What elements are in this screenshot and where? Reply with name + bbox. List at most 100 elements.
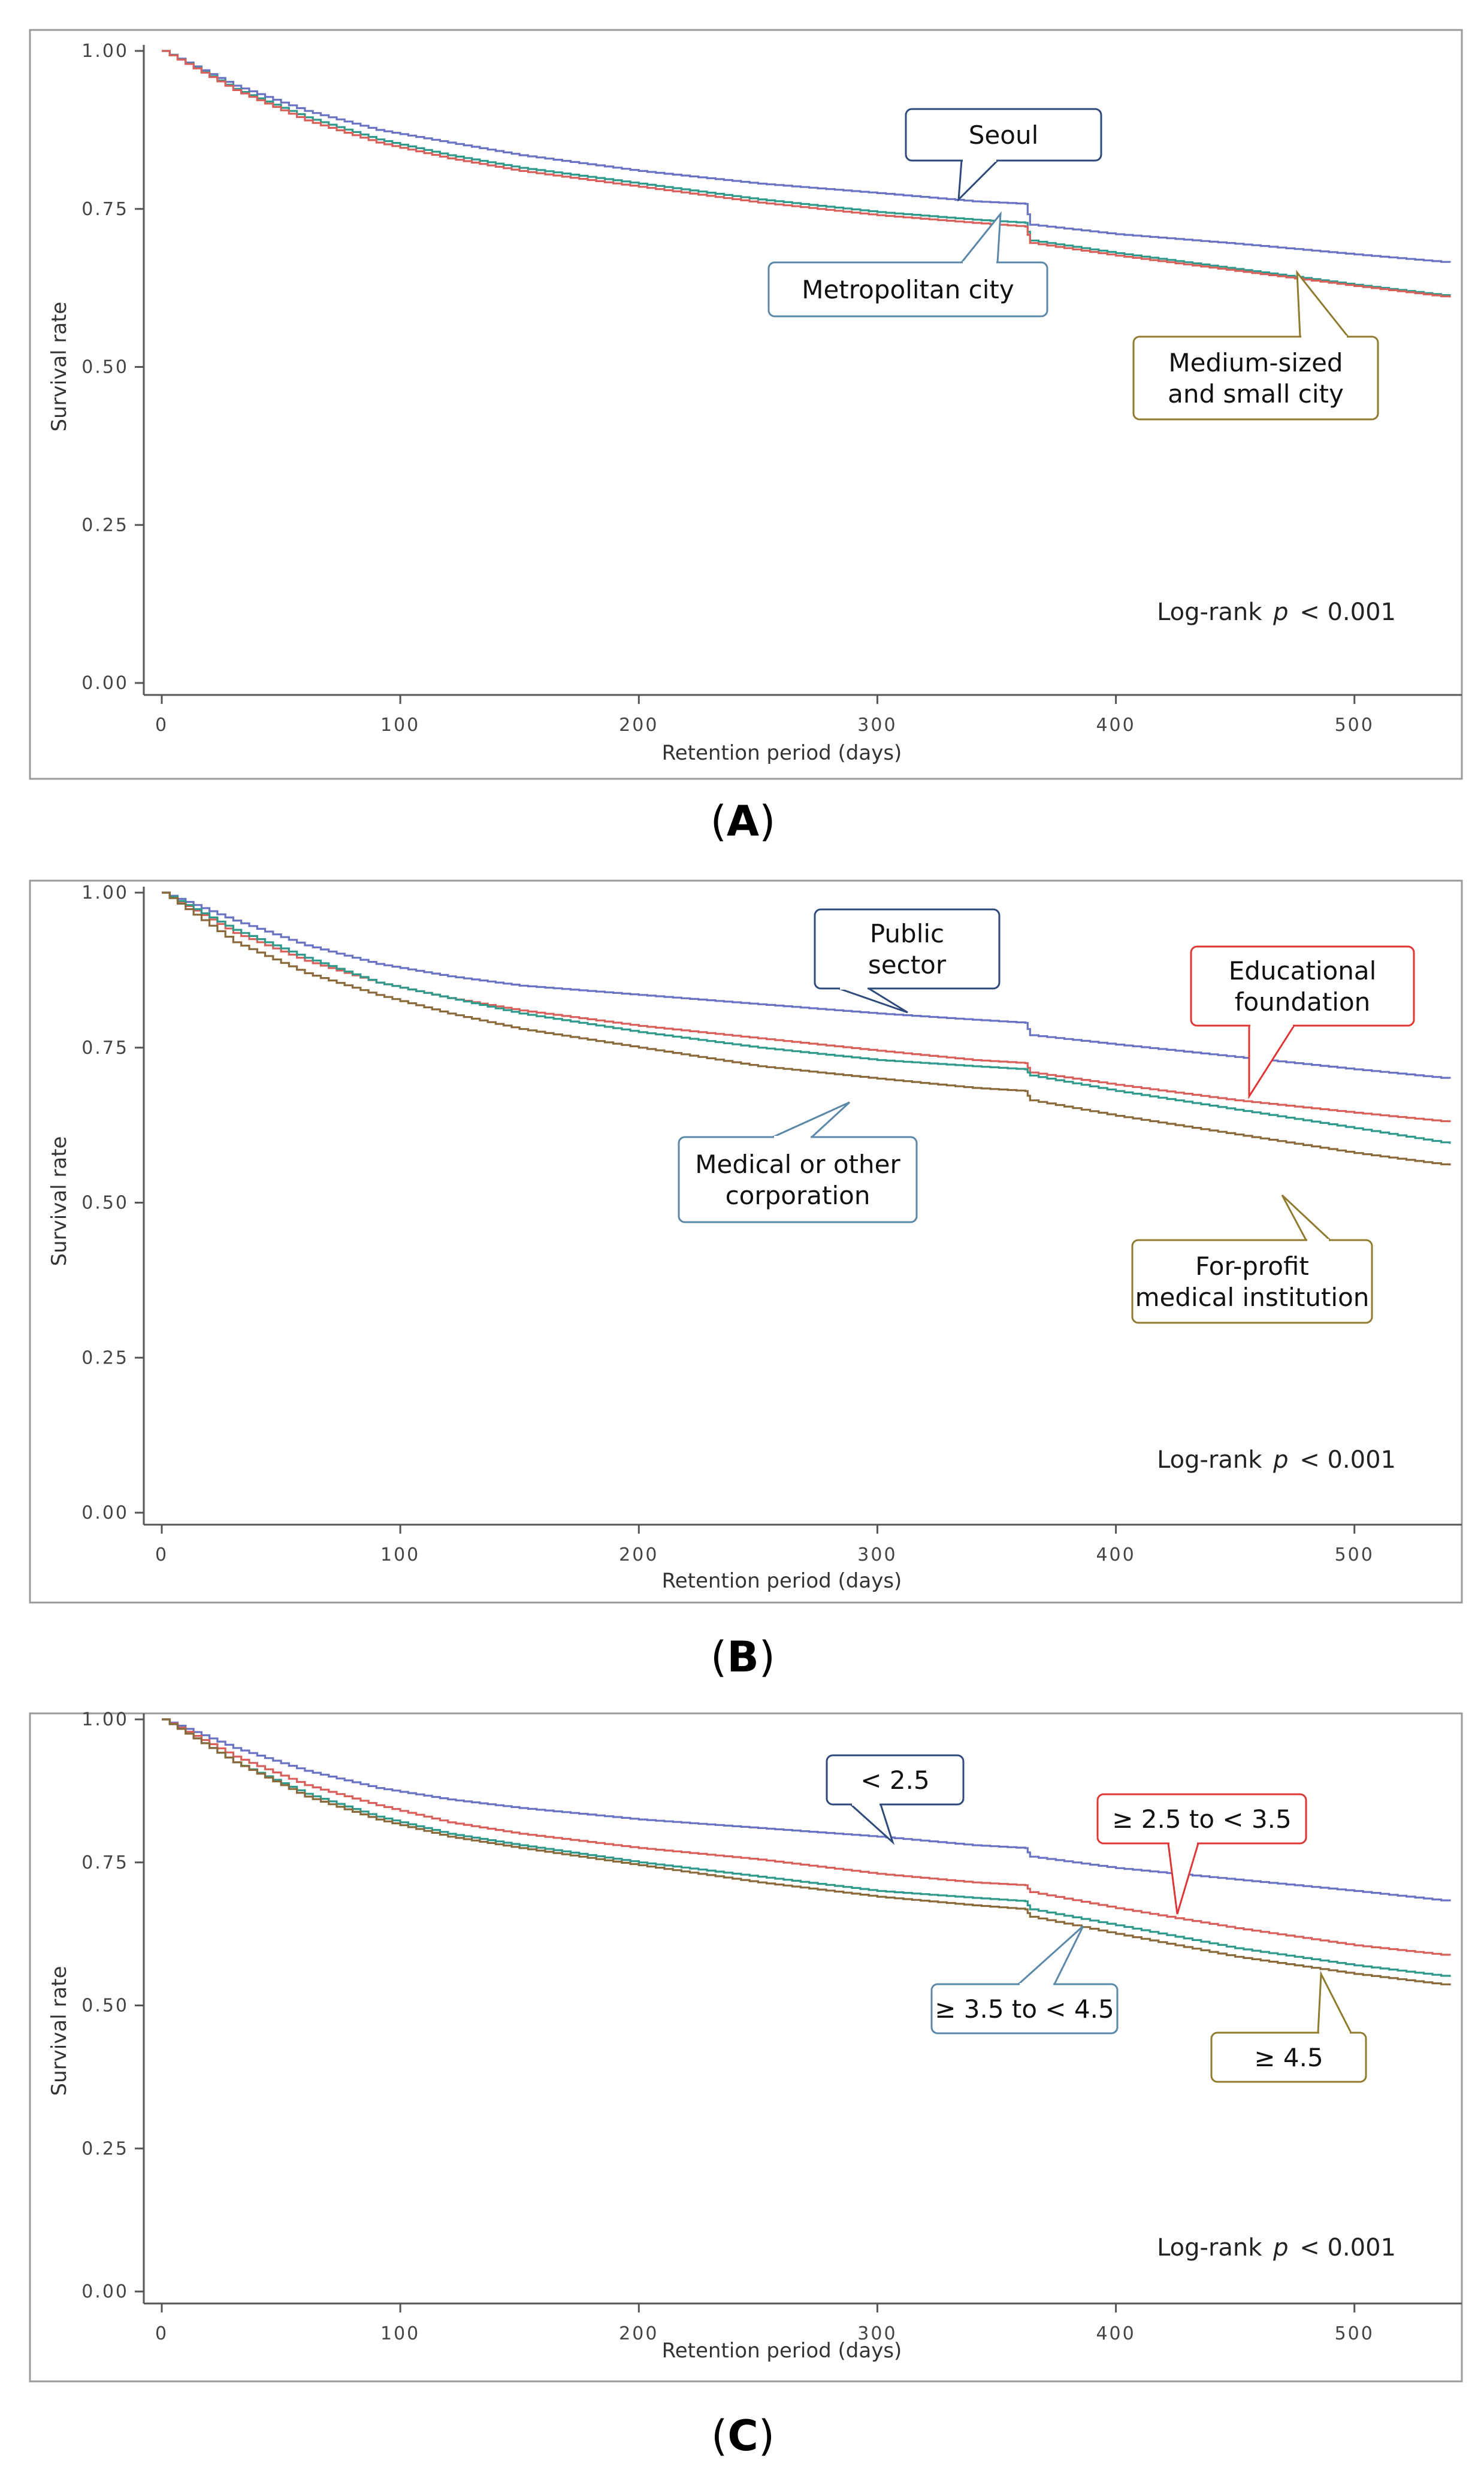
y-tick-label: 0.25	[81, 515, 129, 536]
panel-label-open: (	[711, 1633, 727, 1682]
x-axis-title: Retention period (days)	[662, 741, 902, 765]
log-rank-suffix: < 0.001	[1292, 1446, 1396, 1474]
x-tick-label: 500	[1335, 715, 1374, 736]
callout-label: < 2.5	[860, 1766, 929, 1795]
panel-label-open: (	[711, 797, 727, 846]
callout-box	[814, 908, 1001, 990]
series-callout: Metropolitan city	[767, 211, 1048, 318]
callout-box	[1210, 2031, 1367, 2083]
log-rank-prefix: Log-rank	[1157, 1446, 1270, 1474]
log-rank-suffix: < 0.001	[1292, 2234, 1396, 2262]
series-group	[162, 1718, 1451, 1986]
callout-pointer	[957, 159, 999, 202]
callout-pointer	[960, 211, 1002, 263]
callout-label-line: Educational	[1229, 956, 1377, 985]
y-tick-label: 0.75	[81, 199, 129, 220]
panel-label: (A)	[711, 797, 776, 846]
chart-panel-a: 0.00 0.25 0.50 0.75 1.00 0 100 200 300 400 500 Surv…	[29, 29, 1463, 780]
callout-label-line: medical institution	[1135, 1283, 1370, 1312]
log-rank-p: p	[1273, 1446, 1288, 1474]
x-axis-title: Retention period (days)	[662, 1569, 902, 1593]
y-tick-label: 1.00	[81, 41, 129, 62]
callout-box	[1132, 335, 1379, 421]
series-line-medical-or-other-corporation	[162, 891, 1451, 1144]
series-group	[162, 891, 1451, 1166]
y-tick-label: 0.00	[81, 673, 129, 694]
y-tick-label: 1.00	[81, 1709, 129, 1730]
callout-pointer	[772, 1101, 851, 1138]
series-callout: < 2.5	[826, 1754, 965, 1845]
y-tick-label: 0.50	[81, 357, 129, 378]
series-callout: Medium-sized and small city	[1132, 270, 1379, 421]
x-tick-label: 100	[380, 1544, 420, 1565]
series-line-3-5-to-4-5	[162, 1718, 1451, 1977]
callout-label-line: ≥ 2.5 to < 3.5	[1112, 1804, 1292, 1834]
series-callout: For-profit medical institution	[1131, 1194, 1373, 1324]
callout-label-line: ≥ 4.5	[1254, 2043, 1323, 2072]
x-tick-label: 100	[380, 715, 420, 736]
callout-label: Seoul	[969, 120, 1038, 150]
log-rank-suffix: < 0.001	[1292, 598, 1396, 626]
y-axis-title: Survival rate	[47, 1136, 71, 1266]
callout-label-line: Public	[870, 919, 944, 948]
callout-box	[1131, 1239, 1373, 1324]
x-axis-title: Retention period (days)	[662, 2339, 902, 2363]
callout-label: Educational foundation	[1229, 956, 1377, 1017]
callout-pointer	[1248, 1025, 1295, 1100]
log-rank-annotation: Log-rank p < 0.001	[1157, 598, 1396, 626]
callout-pointer	[1017, 1925, 1084, 1985]
callout-pointer	[1317, 1970, 1352, 2033]
callout-label: Metropolitan city	[802, 275, 1014, 304]
callout-pointer	[1281, 1194, 1331, 1241]
x-tick-label: 400	[1096, 715, 1135, 736]
series-line-seoul	[162, 50, 1451, 263]
x-tick-label: 0	[155, 715, 168, 736]
callout-label-line: < 2.5	[860, 1766, 929, 1795]
series-line-public-sector	[162, 891, 1451, 1079]
x-tick-label: 0	[155, 1544, 168, 1565]
log-rank-prefix: Log-rank	[1157, 598, 1270, 626]
y-tick-label: 0.50	[81, 1996, 129, 2017]
callout-label: ≥ 3.5 to < 4.5	[935, 1994, 1114, 2024]
x-tick-label: 400	[1096, 1544, 1135, 1565]
callout-label-line: foundation	[1235, 987, 1371, 1017]
callout-label-line: For-profit	[1195, 1251, 1309, 1281]
panel-label-close: )	[758, 2411, 775, 2460]
log-rank-annotation: Log-rank p < 0.001	[1157, 1446, 1396, 1474]
log-rank-p: p	[1273, 598, 1288, 626]
callout-label: Medium-sized and small city	[1168, 348, 1344, 409]
callout-label: Public sector	[868, 919, 947, 980]
series-callout: Public sector	[814, 908, 1001, 1014]
series-callout: Educational foundation	[1190, 945, 1415, 1100]
panel-label-letter: A	[727, 797, 759, 846]
y-tick-label: 0.75	[81, 1038, 129, 1059]
callout-pointer	[838, 987, 908, 1014]
chart-panel-b: 0.00 0.25 0.50 0.75 1.00 0 100 200 300 400 500 Surv…	[29, 879, 1463, 1604]
y-axis-title: Survival rate	[47, 302, 71, 432]
callout-box	[1190, 945, 1415, 1027]
x-tick-label: 200	[619, 1544, 658, 1565]
chart-panel-c: 0.00 0.25 0.50 0.75 1.00 0 100 200 300 400 500 Surv…	[29, 1709, 1463, 2383]
y-tick-label: 0.25	[81, 1347, 129, 1368]
y-tick-label: 0.00	[81, 1503, 129, 1523]
callout-label-line: Medical or other	[695, 1150, 900, 1179]
series-line-4-5	[162, 1718, 1451, 1986]
callout-label-line: Metropolitan city	[802, 275, 1014, 304]
panel-label-close: )	[759, 797, 775, 846]
callout-pointer	[1296, 270, 1349, 337]
callout-box	[826, 1754, 965, 1806]
callout-box	[905, 108, 1102, 162]
chart-frame	[29, 1712, 1463, 2383]
callout-box	[1096, 1793, 1307, 1845]
x-tick-label: 100	[380, 2323, 420, 2344]
callout-pointer	[1167, 1843, 1199, 1915]
series-line-2-5-to-3-5	[162, 1718, 1451, 1956]
series-callout: ≥ 4.5	[1210, 1970, 1367, 2083]
log-rank-prefix: Log-rank	[1157, 2234, 1270, 2262]
callout-label: ≥ 4.5	[1254, 2043, 1323, 2072]
x-tick-label: 300	[857, 715, 897, 736]
panel-label: (B)	[711, 1633, 775, 1682]
y-tick-label: 1.00	[81, 882, 129, 903]
panel-label-open: (	[711, 2411, 727, 2460]
